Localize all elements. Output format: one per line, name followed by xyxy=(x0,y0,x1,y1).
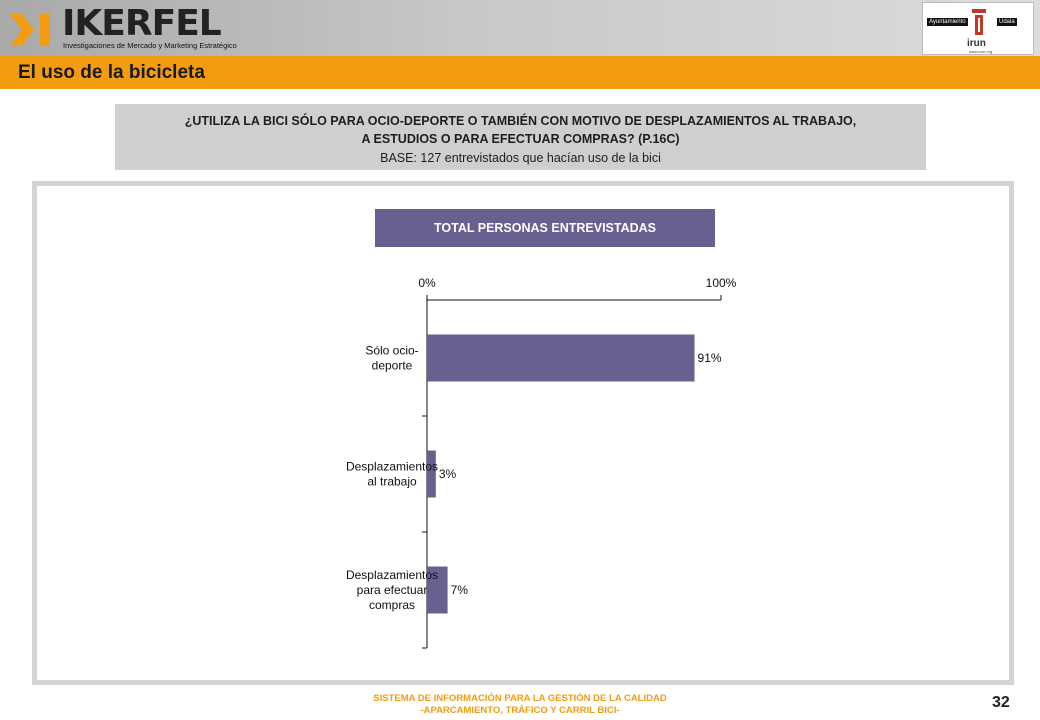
header-band: IKERFEL Investigaciones de Mercado y Mar… xyxy=(0,0,1040,56)
category-label: Sólo ocio- xyxy=(365,344,418,358)
question-base: BASE: 127 entrevistados que hacían uso d… xyxy=(380,151,661,165)
x-tick-label: 0% xyxy=(418,276,436,290)
bar-value-label: 3% xyxy=(439,467,457,481)
category-label: Desplazamientos xyxy=(346,568,438,582)
question-line-1: ¿UTILIZA LA BICI SÓLO PARA OCIO-DEPORTE … xyxy=(184,114,857,128)
category-label: al trabajo xyxy=(367,475,417,489)
bar-value-label: 7% xyxy=(451,583,469,597)
bar xyxy=(427,334,695,382)
irun-crest-icon xyxy=(972,9,986,35)
question-line-2: A ESTUDIOS O PARA EFECTUAR COMPRAS? (P.1… xyxy=(361,132,680,146)
section-title: El uso de la bicicleta xyxy=(18,62,205,83)
section-title-bar: El uso de la bicicleta xyxy=(0,56,1040,89)
footer: SISTEMA DE INFORMACIÓN PARA LA GESTIÓN D… xyxy=(0,693,1040,717)
city-logo-left-label: Ayuntamiento xyxy=(927,18,968,26)
chart-frame xyxy=(32,181,1014,685)
chart-header: TOTAL PERSONAS ENTREVISTADAS xyxy=(375,209,715,247)
bar xyxy=(427,450,436,498)
brand-logo-text: IKERFEL xyxy=(62,3,222,44)
city-logo-town: irun xyxy=(967,38,986,49)
question-box: ¿UTILIZA LA BICI SÓLO PARA OCIO-DEPORTE … xyxy=(115,104,926,170)
category-label: Desplazamientos xyxy=(346,460,438,474)
city-council-logo: Ayuntamiento Udala irun www.irun.org xyxy=(922,2,1034,55)
ikerfel-logo-icon xyxy=(10,14,50,46)
page-number: 32 xyxy=(992,694,1010,711)
city-logo-right-label: Udala xyxy=(997,18,1017,26)
x-tick-label: 100% xyxy=(706,276,737,290)
footer-line-1: SISTEMA DE INFORMACIÓN PARA LA GESTIÓN D… xyxy=(373,693,667,704)
bar xyxy=(427,566,448,614)
category-label: compras xyxy=(369,598,415,612)
bar-value-label: 91% xyxy=(698,351,722,365)
category-label: para efectuar xyxy=(357,583,428,597)
footer-line-2: -APARCAMIENTO, TRÁFICO Y CARRIL BICI- xyxy=(420,705,620,716)
city-logo-url: www.irun.org xyxy=(969,49,993,54)
brand-tagline: Investigaciones de Mercado y Marketing E… xyxy=(63,41,237,50)
category-label: deporte xyxy=(372,359,413,373)
